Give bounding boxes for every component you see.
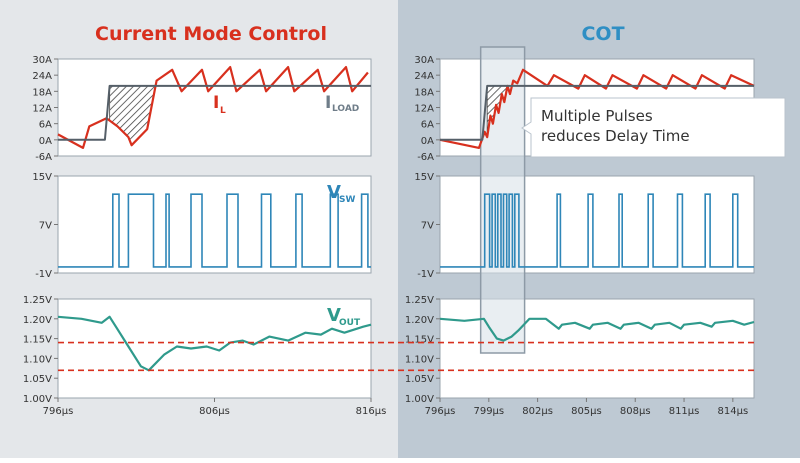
y-tick-label: -6A <box>35 152 52 163</box>
il-label-sub: L <box>220 106 226 116</box>
annotation-line2: reduces Delay Time <box>541 127 690 145</box>
y-tick-label: 1.20V <box>405 315 434 326</box>
y-tick-label: 30A <box>414 55 434 66</box>
right-title: COT <box>581 23 624 45</box>
vout-label-sub: OUT <box>339 318 361 328</box>
x-tick-label: 805µs <box>571 406 602 417</box>
left-current-series-i-load <box>58 84 371 141</box>
y-tick-label: 18A <box>32 87 52 98</box>
annotation-line1: Multiple Pulses <box>541 107 653 125</box>
y-tick-label: 1.00V <box>23 394 52 405</box>
y-tick-label: 7V <box>39 221 52 232</box>
iload-label-main: I <box>325 93 331 113</box>
y-tick-label: 1.05V <box>23 374 52 385</box>
left-vsw-plot-area <box>57 175 372 274</box>
y-tick-label: 12A <box>414 104 434 115</box>
y-tick-label: 18A <box>414 87 434 98</box>
iload-label-sub: LOAD <box>332 104 359 114</box>
right-vsw-series-vsw <box>439 193 755 268</box>
annotation-box <box>521 97 786 158</box>
y-tick-label: -1V <box>35 269 52 280</box>
chart-marks <box>57 66 755 372</box>
reference-lines <box>58 341 754 372</box>
x-tick-label: 796µs <box>43 406 74 417</box>
vsw-label: V SW <box>327 182 355 205</box>
y-tick-label: 6A <box>39 120 52 131</box>
x-tick-label: 808µs <box>620 406 651 417</box>
y-tick-label: 30A <box>32 55 52 66</box>
left-current-series-i-l <box>57 66 369 149</box>
vout-label: V OUT <box>327 305 361 328</box>
right-current-series-i-l <box>439 68 755 149</box>
y-tick-label: 1.25V <box>23 295 52 306</box>
y-tick-label: 1.15V <box>23 335 52 346</box>
il-label: I L <box>213 93 226 116</box>
x-tick-label: 806µs <box>199 406 230 417</box>
y-tick-label: 0A <box>421 136 434 147</box>
y-tick-label: 1.10V <box>405 354 434 365</box>
y-tick-label: 0A <box>39 136 52 147</box>
y-tick-label: 1.10V <box>23 354 52 365</box>
y-tick-label: 15V <box>414 172 434 183</box>
y-tick-label: 1.20V <box>23 315 52 326</box>
x-tick-label: 799µs <box>473 406 504 417</box>
annotation-callout: Multiple Pulses reduces Delay Time <box>521 97 786 158</box>
y-tick-label: 24A <box>32 71 52 82</box>
x-tick-label: 796µs <box>425 406 456 417</box>
vout-label-main: V <box>327 305 341 326</box>
right-current-series-i-load <box>440 84 754 141</box>
x-tick-label: 811µs <box>669 406 700 417</box>
y-tick-label: -1V <box>417 269 434 280</box>
y-tick-label: 1.15V <box>405 335 434 346</box>
left-vout-series-v-out <box>57 315 372 372</box>
y-tick-label: 6A <box>421 120 434 131</box>
y-tick-label: 12A <box>32 104 52 115</box>
x-tick-label: 814µs <box>718 406 749 417</box>
x-tick-label: 816µs <box>356 406 387 417</box>
y-tick-label: 1.05V <box>405 374 434 385</box>
y-tick-label: 1.00V <box>405 394 434 405</box>
vsw-label-sub: SW <box>339 195 355 205</box>
y-tick-label: 15V <box>32 172 52 183</box>
x-tick-label: 802µs <box>522 406 553 417</box>
right-vout-series-v-out <box>439 317 755 342</box>
iload-label: I LOAD <box>325 93 359 114</box>
y-tick-label: 24A <box>414 71 434 82</box>
y-tick-label: 1.25V <box>405 295 434 306</box>
il-label-main: I <box>213 93 219 113</box>
left-title: Current Mode Control <box>95 23 327 45</box>
y-tick-label: -6A <box>417 152 434 163</box>
y-tick-label: 7V <box>421 221 434 232</box>
left-vsw-series-vsw <box>57 193 372 268</box>
vsw-label-main: V <box>327 182 341 203</box>
